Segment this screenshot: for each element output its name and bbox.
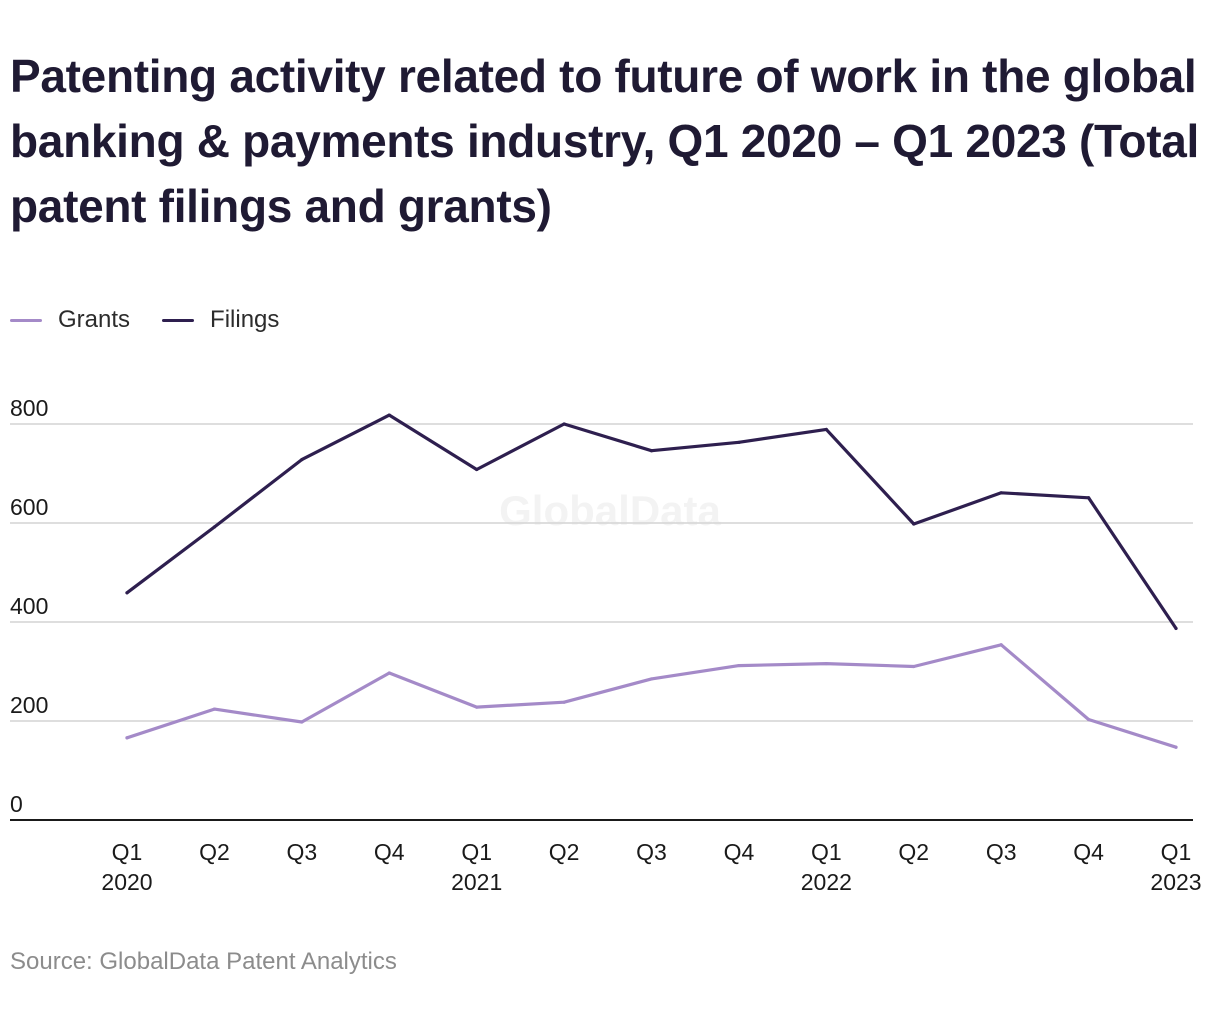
x-tick-year-label: 2020	[101, 869, 152, 895]
data-point-grants	[999, 643, 1003, 647]
legend-item-filings: Filings	[162, 306, 279, 334]
legend-item-grants: Grants	[10, 306, 130, 334]
watermark-text: GlobalData	[499, 487, 721, 534]
x-tick-label: Q4	[374, 839, 405, 865]
legend-label-filings: Filings	[210, 306, 280, 333]
y-tick-label: 0	[10, 791, 23, 817]
data-point-grants	[125, 736, 129, 740]
data-point-grants	[1174, 745, 1178, 749]
data-point-filings	[475, 467, 479, 472]
data-point-filings	[912, 522, 916, 526]
x-tick-label: Q4	[724, 839, 755, 865]
x-tick-label: Q3	[286, 839, 317, 865]
data-point-filings	[125, 591, 129, 595]
x-tick-label: Q1	[112, 839, 143, 865]
line-chart: GlobalData 0 200 400 600 800 Q1 2020 Q2 Q3 Q4 Q1 20…	[10, 395, 1202, 895]
x-tick-label: Q2	[199, 839, 230, 865]
data-point-filings	[212, 525, 217, 529]
x-tick-label: Q1	[811, 839, 842, 865]
legend-swatch-filings	[162, 318, 195, 322]
x-tick-label: Q1	[1161, 839, 1192, 865]
data-point-grants	[912, 664, 916, 669]
x-tick-label: Q3	[986, 839, 1017, 865]
data-point-filings	[562, 422, 566, 426]
legend-swatch-grants	[10, 318, 42, 322]
data-point-filings	[737, 440, 741, 444]
data-point-grants	[824, 661, 828, 666]
y-tick-label: 600	[10, 494, 48, 520]
data-point-filings	[649, 449, 654, 453]
data-point-filings	[387, 413, 391, 417]
legend: Grants Filings	[10, 306, 311, 334]
y-tick-label: 200	[10, 692, 48, 718]
x-tick-label: Q3	[636, 839, 667, 865]
data-point-grants	[475, 705, 479, 709]
y-tick-label: 400	[10, 593, 48, 619]
x-tick-year-label: 2022	[801, 869, 852, 895]
data-point-grants	[212, 707, 217, 711]
chart-title: Patenting activity related to future of …	[10, 50, 1200, 232]
x-tick-year-label: 2021	[451, 869, 502, 895]
data-point-grants	[649, 677, 654, 681]
data-point-filings	[999, 491, 1003, 495]
data-point-filings	[1174, 626, 1178, 631]
legend-label-grants: Grants	[58, 306, 131, 333]
y-tick-label: 800	[10, 395, 48, 421]
data-point-filings	[1086, 496, 1091, 500]
x-tick-label: Q2	[549, 839, 580, 865]
data-point-grants	[387, 671, 391, 675]
x-tick-label: Q4	[1073, 839, 1104, 865]
series-line-grants	[125, 643, 1178, 749]
x-tick-year-label: 2023	[1150, 869, 1201, 895]
data-point-filings	[300, 458, 304, 462]
data-point-filings	[824, 427, 828, 432]
data-point-grants	[1086, 717, 1091, 722]
source-note: Source: GlobalData Patent Analytics	[10, 948, 397, 975]
x-tick-label: Q1	[461, 839, 492, 865]
data-point-grants	[562, 700, 566, 704]
data-point-grants	[737, 663, 741, 668]
x-tick-label: Q2	[898, 839, 929, 865]
data-point-grants	[300, 720, 304, 724]
